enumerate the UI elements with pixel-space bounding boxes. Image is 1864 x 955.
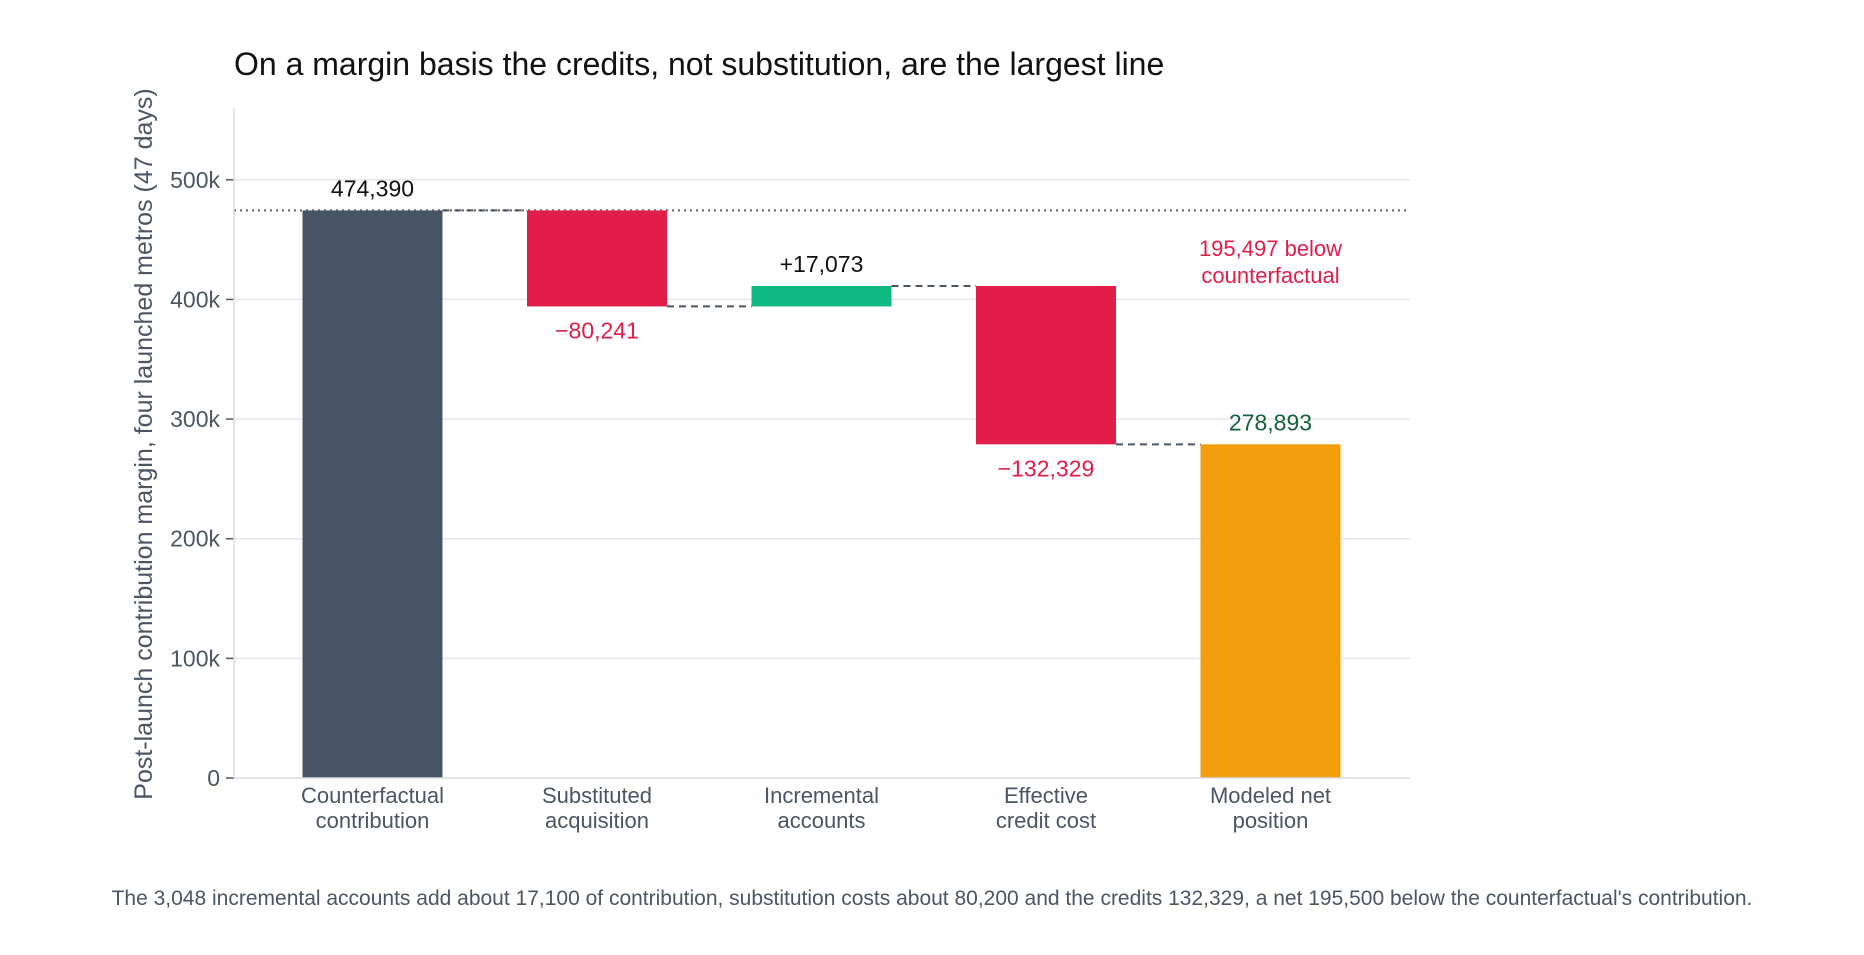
data-label: −132,329	[998, 455, 1095, 481]
bar	[527, 210, 667, 307]
x-tick-label: Incremental	[764, 783, 879, 808]
x-tick-label: Modeled net	[1210, 783, 1331, 808]
data-labels-layer: 474,390 −80,241 +17,073 −132,329 278,893	[331, 175, 1312, 481]
y-tick-label: 0	[207, 765, 220, 791]
y-tick-label: 200k	[170, 526, 220, 552]
gap-annotation: 195,497 below counterfactual	[1199, 236, 1342, 288]
bars-layer	[302, 210, 1341, 778]
x-tick-label: accounts	[777, 808, 865, 833]
y-tick-label: 100k	[170, 645, 220, 671]
chart-caption: The 3,048 incremental accounts add about…	[111, 887, 1753, 910]
x-tick-label: position	[1233, 808, 1309, 833]
bar	[976, 286, 1116, 445]
y-tick-label: 500k	[170, 167, 220, 193]
x-tick-label: acquisition	[545, 808, 649, 833]
x-tick-label: credit cost	[996, 808, 1096, 833]
annotation-line: 195,497 below	[1199, 236, 1342, 261]
bar	[302, 210, 443, 778]
x-tick-label: contribution	[316, 808, 430, 833]
chart-title: On a margin basis the credits, not subst…	[234, 46, 1164, 82]
annotation-line: counterfactual	[1201, 263, 1339, 288]
y-axis-label: Post-launch contribution margin, four la…	[130, 88, 158, 799]
connector-layer	[442, 209, 1201, 446]
bar	[751, 286, 892, 307]
x-tick-label: Substituted	[542, 783, 652, 808]
y-tick-label: 300k	[170, 406, 220, 432]
x-tick-label: Counterfactual	[301, 783, 444, 808]
data-label: +17,073	[780, 251, 864, 277]
y-tick-label: 400k	[170, 286, 220, 312]
data-label: −80,241	[555, 317, 639, 343]
data-label: 278,893	[1229, 409, 1312, 435]
x-tick-label: Effective	[1004, 783, 1088, 808]
data-label: 474,390	[331, 175, 414, 201]
bar	[1200, 444, 1341, 778]
axes-layer: 0 100k 200k 300k 400k 500k Counterfactualcontr…	[170, 108, 1410, 833]
